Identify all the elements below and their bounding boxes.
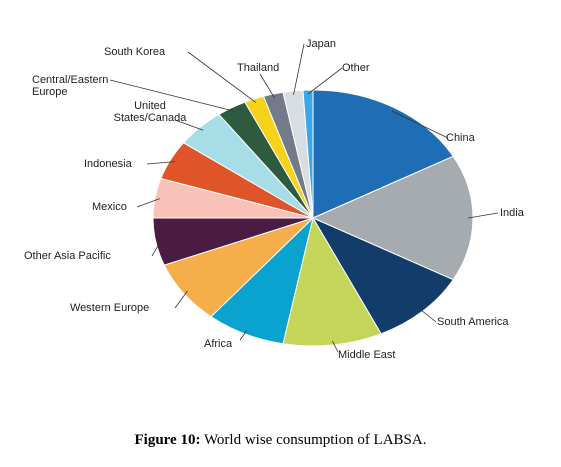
slice-label: Central/Eastern Europe: [32, 74, 109, 98]
slice-label: Japan: [306, 38, 336, 50]
leader-line: [332, 340, 339, 353]
figure-text: World wise consumption of LABSA.: [203, 432, 427, 448]
leader-line: [151, 241, 161, 257]
leader-line: [259, 73, 275, 98]
pie-slice: [282, 216, 382, 347]
pie-slice: [311, 155, 474, 281]
slice-label: Africa: [204, 338, 233, 350]
leader-line: [307, 67, 343, 95]
leader-line: [174, 119, 204, 131]
leader-line: [174, 290, 188, 309]
leader-line: [391, 110, 449, 139]
slice-label: Indonesia: [84, 158, 132, 170]
pie-slice: [312, 89, 454, 219]
slice-label: China: [446, 132, 475, 144]
slice-label: Middle East: [338, 349, 396, 361]
leader-line: [418, 308, 437, 323]
leader-line: [109, 79, 235, 112]
slice-label: India: [500, 207, 524, 219]
leader-line: [239, 330, 248, 341]
slice-label: South Korea: [104, 46, 166, 58]
leader-line: [187, 51, 257, 103]
slice-label: Other: [342, 62, 370, 74]
figure-label: Figure 10:: [134, 432, 201, 448]
slice-label: Mexico: [92, 201, 127, 213]
slice-label: Thailand: [237, 62, 280, 74]
slice-label: Western Europe: [70, 302, 150, 314]
leader-line: [468, 212, 499, 219]
slice-label: Other Asia Pacific: [24, 250, 111, 262]
chart: [109, 43, 499, 353]
figure-caption: Figure 10: World wise consumption of LAB…: [0, 432, 561, 449]
slice-label: United States/Canada: [113, 100, 187, 124]
slice-label: South America: [437, 316, 509, 328]
leader-line: [136, 198, 160, 208]
leader-line: [293, 43, 305, 95]
leader-line: [146, 161, 175, 165]
